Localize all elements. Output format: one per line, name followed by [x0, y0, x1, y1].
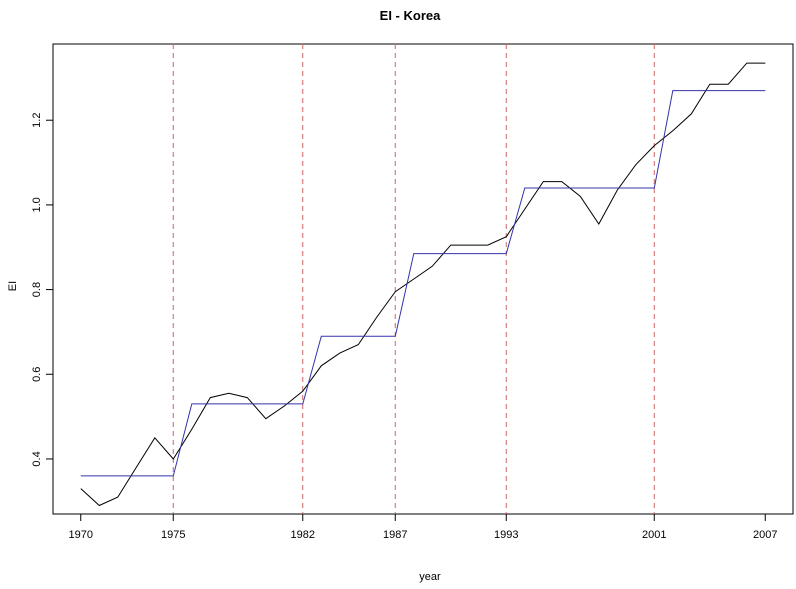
x-tick-label-1975: 1975	[161, 529, 185, 541]
x-tick-label-1970: 1970	[69, 529, 93, 541]
x-tick-label-2007: 2007	[753, 529, 777, 541]
x-axis-label: year	[419, 571, 441, 583]
y-axis: 0.4 0.6 0.8 1.0 1.2	[31, 113, 53, 467]
break-lines	[172, 44, 655, 514]
chart-title: EI - Korea	[380, 8, 441, 23]
plot-frame	[52, 43, 794, 515]
series-group	[80, 62, 766, 507]
y-tick-label-1: 0.6	[31, 367, 43, 382]
x-tick-label-2001: 2001	[642, 529, 666, 541]
y-tick-label-0: 0.4	[31, 451, 43, 466]
x-tick-label-1993: 1993	[494, 529, 518, 541]
x-axis: 1970 1975 1982 1987 1993 2001 2007	[69, 514, 777, 541]
x-tick-label-1987: 1987	[383, 529, 407, 541]
series-ei-line	[80, 62, 766, 507]
y-tick-label-3: 1.0	[31, 197, 43, 212]
x-tick-label-1982: 1982	[291, 529, 315, 541]
y-tick-label-4: 1.2	[31, 113, 43, 128]
series-step-fit	[80, 90, 766, 477]
y-tick-label-2: 0.8	[31, 282, 43, 297]
y-axis-label: EI	[7, 281, 19, 291]
